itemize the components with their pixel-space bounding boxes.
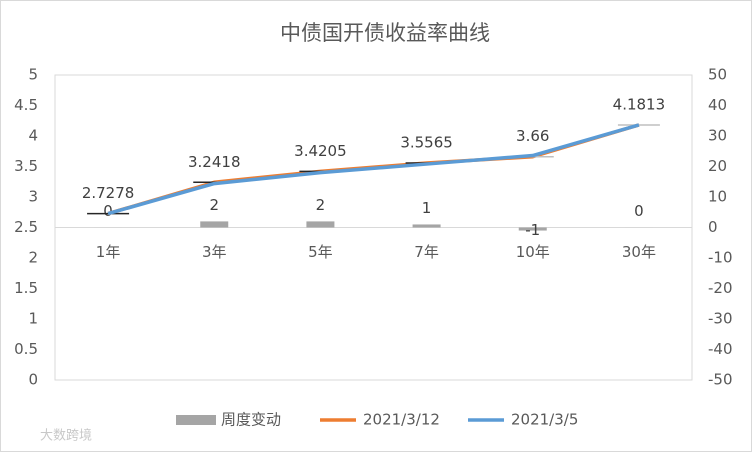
point-value-label: 3.4205 <box>294 142 347 160</box>
y-tick-label: 1 <box>28 310 38 328</box>
bar-value-label: 0 <box>634 202 644 220</box>
point-value-label: 2.7278 <box>82 184 135 202</box>
bar <box>412 224 441 228</box>
y-tick-label: 3.5 <box>14 157 38 175</box>
y2-tick-label: 50 <box>708 66 727 84</box>
y-tick-label: 0 <box>28 371 38 389</box>
point-value-label: 4.1813 <box>613 95 666 113</box>
x-tick-label: 5年 <box>308 243 333 261</box>
y-tick-label: 3 <box>28 188 38 206</box>
legend-label: 周度变动 <box>221 411 281 429</box>
y-tick-label: 4 <box>28 127 38 145</box>
y2-tick-label: 10 <box>708 188 727 206</box>
watermark: 大数跨境 <box>40 429 92 444</box>
y-tick-label: 4.5 <box>14 96 38 114</box>
bar <box>518 227 547 231</box>
bar-value-label: 0 <box>103 202 113 220</box>
bar <box>200 221 229 228</box>
bar <box>306 221 335 228</box>
x-tick-label: 10年 <box>516 243 550 261</box>
bar-value-label: 2 <box>316 196 326 214</box>
bar-value-label: 2 <box>209 196 219 214</box>
legend-label: 2021/3/12 <box>363 411 440 429</box>
y2-tick-label: -30 <box>708 310 733 328</box>
y2-tick-label: 30 <box>708 127 727 145</box>
x-tick-label: 3年 <box>202 243 227 261</box>
y-tick-label: 2.5 <box>14 218 38 236</box>
point-value-label: 3.2418 <box>188 153 241 171</box>
y-tick-label: 1.5 <box>14 279 38 297</box>
y-tick-label: 0.5 <box>14 340 38 358</box>
y2-tick-label: 0 <box>708 218 718 236</box>
point-value-label: 3.66 <box>516 127 549 145</box>
y2-tick-label: -20 <box>708 279 733 297</box>
point-value-label: 3.5565 <box>400 134 453 152</box>
x-tick-label: 7年 <box>414 243 439 261</box>
y2-tick-label: -50 <box>708 371 733 389</box>
y2-tick-label: 20 <box>708 157 727 175</box>
x-tick-label: 1年 <box>96 243 121 261</box>
y-tick-label: 2 <box>28 249 38 267</box>
legend-label: 2021/3/5 <box>511 411 578 429</box>
y2-tick-label: -40 <box>708 340 733 358</box>
legend-swatch <box>176 415 216 425</box>
x-tick-label: 30年 <box>622 243 656 261</box>
y2-tick-label: -10 <box>708 249 733 267</box>
line <box>107 123 640 216</box>
y2-tick-label: 40 <box>708 96 727 114</box>
chart-title: 中债国开债收益率曲线 <box>280 21 490 45</box>
bar-value-label: -1 <box>525 221 540 239</box>
bar-value-label: 1 <box>422 199 432 217</box>
y-tick-label: 5 <box>28 66 38 84</box>
